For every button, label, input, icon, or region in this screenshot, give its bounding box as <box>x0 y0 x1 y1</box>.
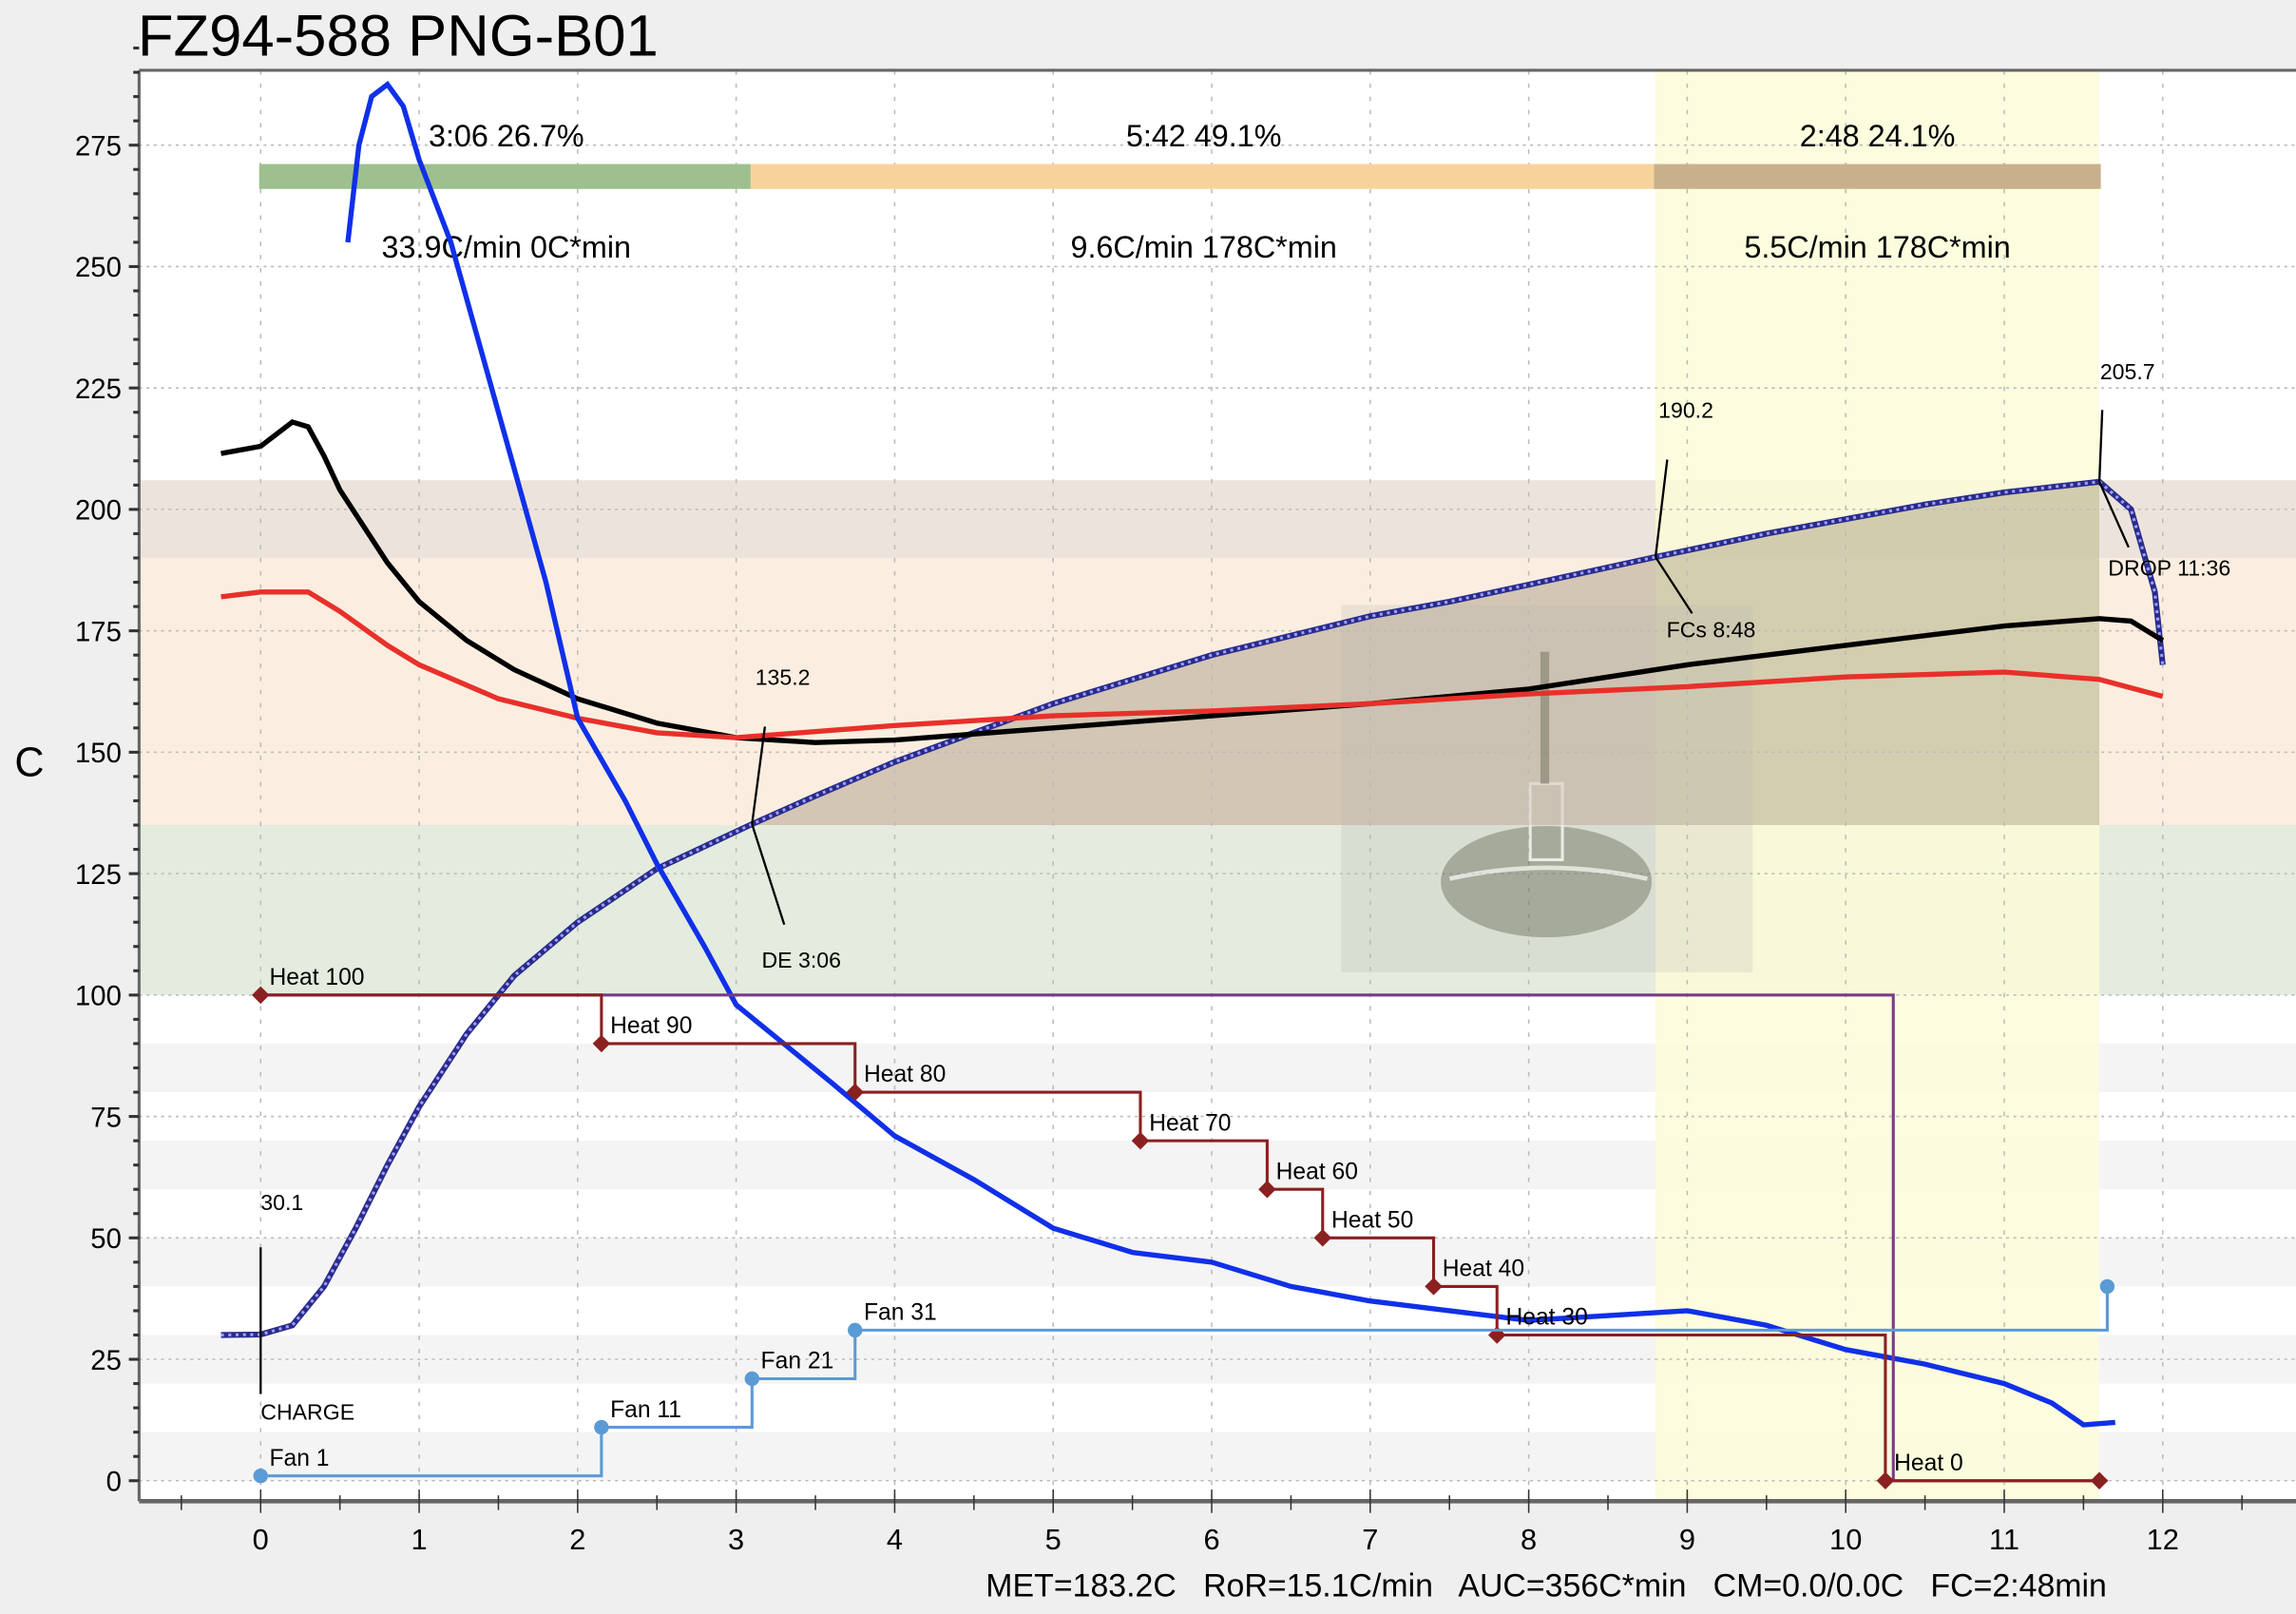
y-tick-label: 175 <box>75 617 122 647</box>
phase-bar-drying <box>258 163 754 189</box>
y-tick-label: 0 <box>106 1468 122 1498</box>
annotation-value: 135.2 <box>756 665 811 690</box>
fan-marker <box>2099 1278 2115 1295</box>
x-tick-label: 2 <box>569 1523 585 1556</box>
annotation-event: DE 3:06 <box>761 948 841 972</box>
annotation-event-leader <box>751 823 786 926</box>
annotation-value: 30.1 <box>260 1190 303 1215</box>
annotation-leader <box>1654 459 1669 558</box>
x-tick-label: 0 <box>253 1523 269 1556</box>
fan-label: Fan 11 <box>610 1397 681 1423</box>
phase-bar-development <box>1654 163 2101 189</box>
annotation-event: DROP 11:36 <box>2108 555 2230 580</box>
fan-marker <box>253 1468 268 1484</box>
x-tick-label: 3 <box>728 1523 744 1556</box>
series-ET2-line <box>220 589 2164 740</box>
y-tick-label: 275 <box>75 131 122 162</box>
heat-label: Heat 60 <box>1276 1159 1358 1184</box>
fan-label: Fan 1 <box>270 1446 330 1471</box>
annotation-event-leader <box>1655 556 1693 614</box>
fan-marker <box>848 1322 863 1338</box>
annotation-value: 205.7 <box>2100 359 2155 384</box>
chart-title: FZ94-588 PNG-B01 <box>138 4 659 69</box>
footer-stats: MET=183.2C RoR=15.1C/min AUC=356C*min CM… <box>985 1568 2107 1604</box>
y-tick-label: 250 <box>75 253 122 283</box>
series-ET-line <box>220 418 2165 745</box>
y-tick-label: 25 <box>90 1346 122 1376</box>
x-tick-label: 1 <box>411 1523 427 1556</box>
fan-marker <box>594 1419 609 1435</box>
x-tick-label: 10 <box>1829 1523 1862 1556</box>
series-RoR-line <box>345 81 2115 1428</box>
heat-label: Heat 0 <box>1894 1451 1963 1476</box>
x-tick-label: 8 <box>1521 1523 1537 1556</box>
y-tick-label: 200 <box>75 496 122 527</box>
y-tick-label: 75 <box>90 1103 122 1133</box>
x-tick-label: 4 <box>887 1523 903 1556</box>
series-BT-line <box>220 478 2166 1338</box>
phase-time-label: 5:42 49.1% <box>1126 119 1282 153</box>
annotation-leader <box>751 726 767 825</box>
development-highlight <box>1655 69 2100 1502</box>
heat-label: Heat 70 <box>1149 1110 1231 1136</box>
annotation-event: FCs 8:48 <box>1667 618 1756 643</box>
heat-label: Heat 30 <box>1505 1305 1587 1331</box>
y-tick-label: 125 <box>75 860 122 891</box>
heat-label: Heat 40 <box>1443 1257 1524 1282</box>
phase-bar-maillard <box>750 163 1657 189</box>
phase-time-label: 2:48 24.1% <box>1800 119 1956 153</box>
heat-label: Heat 50 <box>1331 1208 1413 1234</box>
watermark-logo <box>1341 605 1753 973</box>
phase-time-label: 3:06 26.7% <box>429 119 584 153</box>
y-tick-label: 225 <box>75 375 122 405</box>
x-tick-label: 7 <box>1362 1523 1378 1556</box>
annotation-leader <box>2097 410 2104 482</box>
heat-marker <box>1876 1471 1895 1490</box>
y-tick-label: 150 <box>75 739 122 769</box>
phase-stats-label: 9.6C/min 178C*min <box>1070 230 1336 264</box>
heat-label: Heat 80 <box>864 1062 946 1087</box>
x-tick-label: 11 <box>1989 1523 2019 1556</box>
heat-label: Heat 100 <box>270 965 365 990</box>
annotation-event: CHARGE <box>260 1399 354 1424</box>
x-tick-label: 5 <box>1045 1523 1062 1556</box>
heat-marker <box>252 986 270 1005</box>
x-tick-label: 12 <box>2147 1523 2179 1556</box>
annotation-value: 190.2 <box>1658 398 1713 423</box>
heat-label: Heat 90 <box>610 1013 692 1039</box>
fan-label: Fan 31 <box>864 1300 937 1326</box>
heat-line <box>260 993 2100 1483</box>
fan-marker <box>744 1371 760 1387</box>
fan-label: Fan 21 <box>761 1349 834 1374</box>
phase-stats-label: 33.9C/min 0C*min <box>382 230 631 264</box>
x-tick-label: 9 <box>1679 1523 1695 1556</box>
heat-marker <box>846 1083 864 1102</box>
y-tick-label: 100 <box>75 982 122 1012</box>
bt-area-fill <box>752 481 2100 826</box>
phase-stats-label: 5.5C/min 178C*min <box>1744 230 2010 264</box>
annotation-event-leader <box>2098 481 2130 548</box>
y-tick-label: 50 <box>90 1224 122 1255</box>
y-axis-label: C <box>14 740 44 786</box>
x-tick-label: 6 <box>1203 1523 1219 1556</box>
